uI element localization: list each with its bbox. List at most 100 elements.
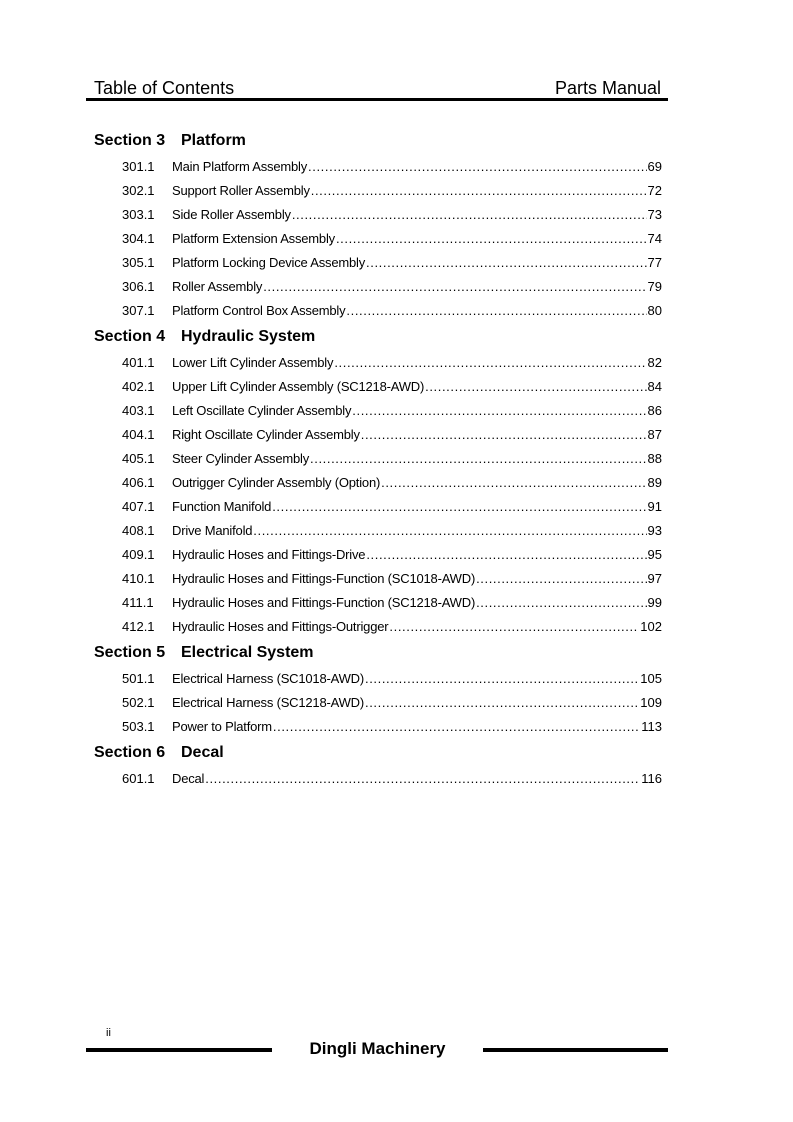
dot-leader [476,591,646,615]
section-heading: Section 6 Decal [94,739,662,767]
toc-entry[interactable]: 409.1 Hydraulic Hoses and Fittings-Drive 9… [94,543,662,567]
entry-number: 306.1 [122,279,155,294]
entry-number: 411.1 [122,595,154,610]
entry-page[interactable]: 74 [647,231,662,246]
entry-title[interactable]: Hydraulic Hoses and Fittings-Outrigger [172,619,389,634]
entry-title[interactable]: Hydraulic Hoses and Fittings-Drive [172,547,366,562]
entry-title[interactable]: Outrigger Cylinder Assembly (Option) [172,475,381,490]
entry-title[interactable]: Platform Extension Assembly [172,231,335,246]
entry-page[interactable]: 77 [647,255,662,270]
dot-leader [205,767,640,791]
entry-page[interactable]: 69 [647,159,662,174]
entry-page[interactable]: 79 [647,279,662,294]
dot-leader [381,471,646,495]
entry-page[interactable]: 86 [647,403,662,418]
entry-page[interactable]: 89 [647,475,662,490]
entry-page[interactable]: 91 [647,499,662,514]
section-title: Platform [181,132,246,149]
entry-page[interactable]: 82 [647,355,662,370]
dot-leader [365,691,639,715]
entry-page[interactable]: 116 [641,771,662,786]
entry-page[interactable]: 113 [641,719,662,734]
entry-page[interactable]: 88 [647,451,662,466]
dot-leader [365,667,639,691]
entry-title[interactable]: Power to Platform [172,719,272,734]
footer-company: Dingli Machinery [309,1039,446,1058]
header-manual-name: Parts Manual [554,78,661,98]
entry-title[interactable]: Electrical Harness (SC1218-AWD) [172,695,364,710]
entry-title[interactable]: Platform Locking Device Assembly [172,255,366,270]
section-number: Section 4 [94,328,166,345]
toc-entry[interactable]: 406.1 Outrigger Cylinder Assembly (Option… [94,471,662,495]
entry-number: 403.1 [122,403,155,418]
toc-entry[interactable]: 301.1 Main Platform Assembly 69 [94,155,662,179]
toc-entry[interactable]: 601.1 Decal 116 [94,767,662,791]
entry-number: 503.1 [122,719,155,734]
entry-title[interactable]: Upper Lift Cylinder Assembly (SC1218-AWD… [172,379,425,394]
entry-title[interactable]: Lower Lift Cylinder Assembly [172,355,334,370]
entry-page[interactable]: 105 [640,671,662,686]
entry-page[interactable]: 99 [647,595,662,610]
entry-title[interactable]: Electrical Harness (SC1018-AWD) [172,671,364,686]
entry-title[interactable]: Support Roller Assembly [172,183,310,198]
toc-entry[interactable]: 405.1 Steer Cylinder Assembly 88 [94,447,662,471]
entry-page[interactable]: 87 [647,427,662,442]
toc-entry[interactable]: 412.1 Hydraulic Hoses and Fittings-Outrig… [94,615,662,639]
page-number: ii [106,1027,111,1039]
entry-title[interactable]: Right Oscillate Cylinder Assembly [172,427,360,442]
entry-number: 410.1 [122,571,155,586]
entry-page[interactable]: 93 [647,523,662,538]
entry-page[interactable]: 95 [647,547,662,562]
toc-entry[interactable]: 501.1 Electrical Harness (SC1018-AWD) 105 [94,667,662,691]
section-heading: Section 4 Hydraulic System [94,323,662,351]
toc-entry[interactable]: 502.1 Electrical Harness (SC1218-AWD) 109 [94,691,662,715]
toc-entry[interactable]: 305.1 Platform Locking Device Assembly 77 [94,251,662,275]
entry-title[interactable]: Hydraulic Hoses and Fittings-Function (S… [172,595,476,610]
toc-entry[interactable]: 303.1 Side Roller Assembly 73 [94,203,662,227]
entry-title[interactable]: Roller Assembly [172,279,263,294]
entry-title[interactable]: Drive Manifold [172,523,253,538]
entry-number: 408.1 [122,523,155,538]
section-number: Section 3 [94,132,166,149]
dot-leader [389,615,639,639]
toc-entry[interactable]: 503.1 Power to Platform 113 [94,715,662,739]
entry-title[interactable]: Side Roller Assembly [172,207,291,222]
dot-leader [263,275,646,299]
toc-entry[interactable]: 401.1 Lower Lift Cylinder Assembly 82 [94,351,662,375]
entry-title[interactable]: Left Oscillate Cylinder Assembly [172,403,352,418]
dot-leader [425,375,646,399]
entry-number: 304.1 [122,231,155,246]
entry-number: 501.1 [122,671,155,686]
toc-entry[interactable]: 302.1 Support Roller Assembly 72 [94,179,662,203]
entry-title[interactable]: Main Platform Assembly [172,159,308,174]
entry-page[interactable]: 97 [647,571,662,586]
table-of-contents: Section 3 Platform 301.1 Main Platform Asse… [94,127,662,791]
entry-number: 406.1 [122,475,155,490]
entry-title[interactable]: Steer Cylinder Assembly [172,451,310,466]
toc-entry[interactable]: 403.1 Left Oscillate Cylinder Assembly 86 [94,399,662,423]
entry-page[interactable]: 109 [640,695,662,710]
entry-number: 402.1 [122,379,155,394]
dot-leader [336,227,647,251]
toc-entry[interactable]: 307.1 Platform Control Box Assembly 80 [94,299,662,323]
entry-title[interactable]: Function Manifold [172,499,272,514]
dot-leader [366,543,646,567]
entry-page[interactable]: 84 [647,379,662,394]
toc-entry[interactable]: 407.1 Function Manifold 91 [94,495,662,519]
entry-title[interactable]: Hydraulic Hoses and Fittings-Function (S… [172,571,476,586]
entry-page[interactable]: 72 [647,183,662,198]
section-title: Decal [181,744,224,761]
toc-entry[interactable]: 411.1 Hydraulic Hoses and Fittings-Functi… [94,591,662,615]
entry-title[interactable]: Platform Control Box Assembly [172,303,346,318]
toc-entry[interactable]: 408.1 Drive Manifold 93 [94,519,662,543]
entry-page[interactable]: 102 [640,619,662,634]
dot-leader [308,155,646,179]
toc-entry[interactable]: 410.1 Hydraulic Hoses and Fittings-Functi… [94,567,662,591]
entry-page[interactable]: 73 [647,207,662,222]
toc-entry[interactable]: 306.1 Roller Assembly 79 [94,275,662,299]
toc-entry[interactable]: 304.1 Platform Extension Assembly 74 [94,227,662,251]
entry-page[interactable]: 80 [647,303,662,318]
entry-title[interactable]: Decal [172,771,205,786]
toc-entry[interactable]: 404.1 Right Oscillate Cylinder Assembly 87 [94,423,662,447]
toc-entry[interactable]: 402.1 Upper Lift Cylinder Assembly (SC121… [94,375,662,399]
